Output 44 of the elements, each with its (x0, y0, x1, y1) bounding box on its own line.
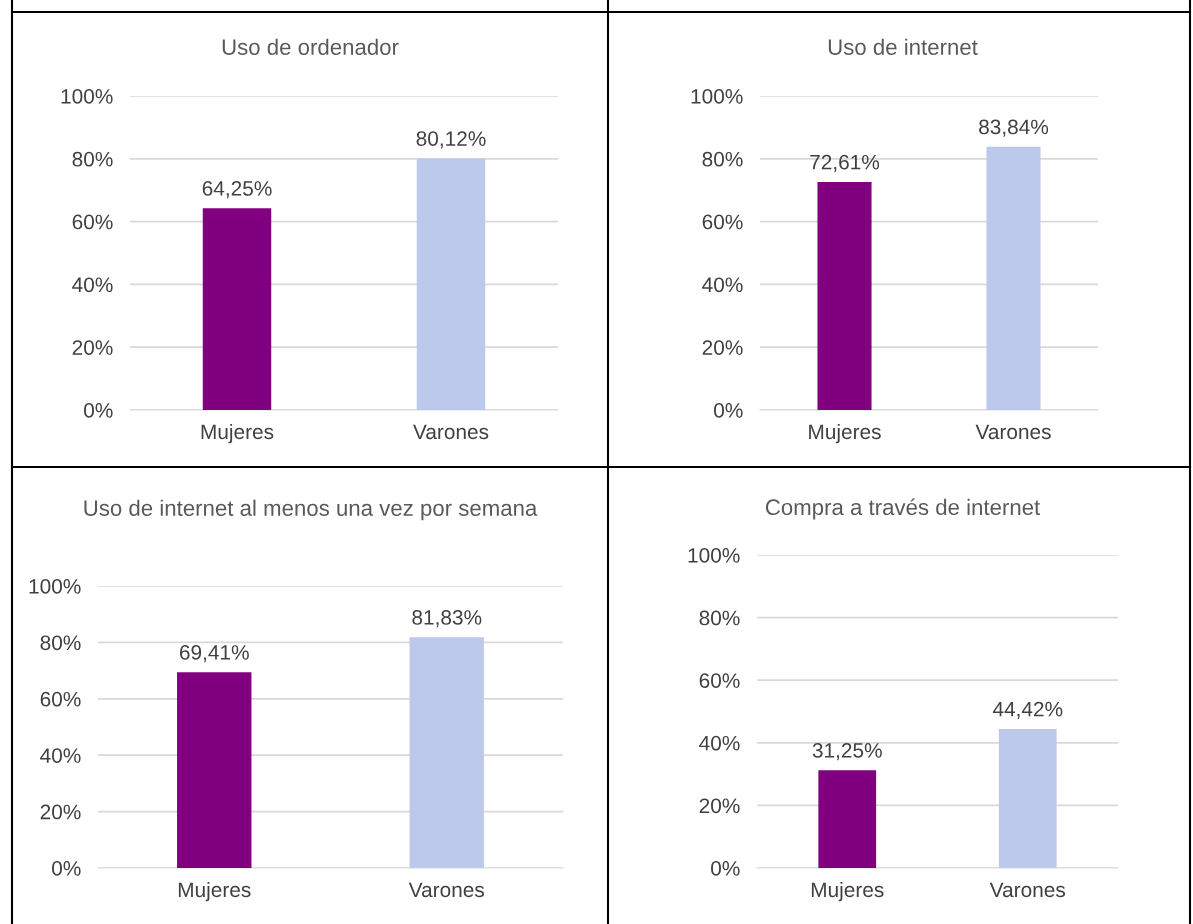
data-label: 31,25% (812, 742, 882, 761)
data-label: 72,61% (810, 154, 880, 173)
y-tick-label: 0% (711, 861, 740, 876)
y-tick-label: 20% (40, 804, 81, 820)
data-label: 83,84% (979, 119, 1049, 137)
x-tick-label: Mujeres (809, 423, 881, 444)
y-tick-label: 0% (52, 861, 81, 876)
data-label: 80,12% (416, 131, 486, 149)
data-label: 44,42% (992, 701, 1063, 719)
x-tick-label: Varones (408, 882, 485, 898)
y-tick-label: 80% (72, 151, 113, 167)
y-tick-label: 80% (699, 610, 740, 626)
chart-title: Uso de internet (828, 38, 978, 55)
data-label: 81,83% (412, 610, 482, 628)
x-tick-label: Varones (975, 424, 1051, 440)
y-tick-label: 40% (72, 277, 113, 293)
y-tick-label: 80% (702, 151, 743, 167)
y-tick-label: 60% (40, 691, 81, 707)
x-tick-label: Mujeres (811, 881, 884, 902)
x-tick-label: Varones (413, 424, 489, 440)
y-tick-label: 40% (699, 735, 740, 751)
data-label: 69,41% (179, 645, 249, 663)
y-tick-label: 20% (699, 798, 740, 814)
y-tick-label: 60% (72, 214, 113, 230)
chart-title: Uso de ordenador (222, 38, 399, 55)
y-tick-label: 20% (702, 340, 743, 355)
y-tick-label: 100% (61, 89, 113, 104)
data-label: 64,25% (202, 181, 272, 199)
y-tick-label: 100% (29, 579, 81, 594)
y-tick-label: 0% (84, 403, 113, 418)
y-tick-label: 40% (702, 277, 743, 293)
y-tick-label: 80% (40, 635, 81, 651)
y-tick-label: 40% (40, 748, 81, 763)
y-tick-label: 60% (702, 214, 743, 230)
y-tick-label: 20% (72, 340, 113, 355)
x-tick-label: Mujeres (201, 423, 274, 444)
y-tick-label: 60% (699, 673, 740, 688)
chart-title: Uso de internet al menos una vez por semana (84, 499, 538, 521)
x-tick-label: Mujeres (178, 881, 251, 902)
chart-title: Compra a través de internet (765, 498, 1041, 520)
y-tick-label: 100% (688, 548, 740, 563)
y-tick-label: 100% (691, 89, 743, 104)
x-tick-label: Varones (989, 882, 1066, 898)
y-tick-label: 0% (714, 403, 743, 418)
